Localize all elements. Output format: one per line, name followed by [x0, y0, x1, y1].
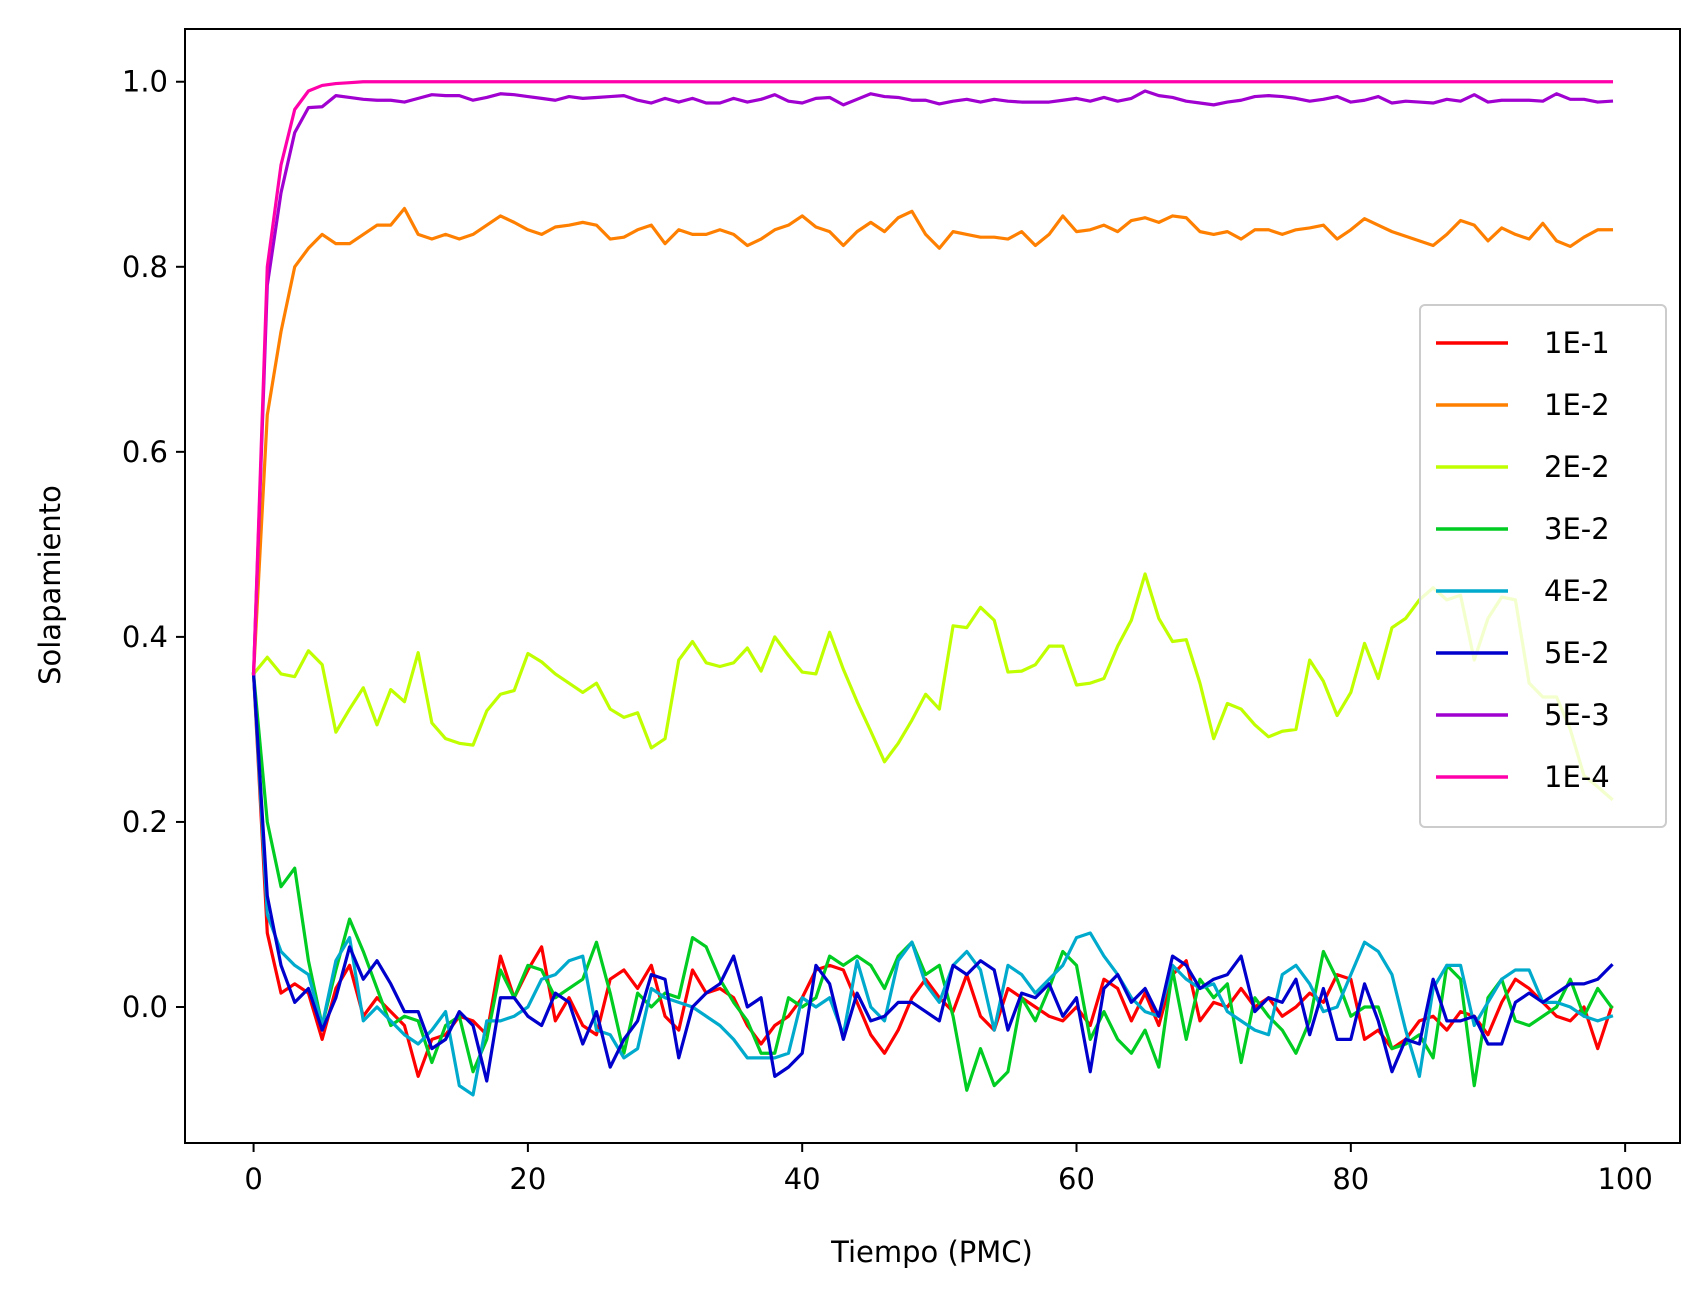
- y-tick-label: 0.4: [122, 620, 168, 654]
- x-tick-label: 40: [784, 1162, 821, 1196]
- x-tick-label: 100: [1597, 1162, 1652, 1196]
- legend-label: 3E-2: [1544, 512, 1610, 546]
- legend: 1E-1 1E-2 2E-2 3E-2 4E-2 5E-2 5E-3 1E-4: [1419, 304, 1667, 828]
- legend-label: 5E-3: [1544, 698, 1610, 732]
- y-tick-label: 1.0: [122, 65, 168, 99]
- plot-frame: [184, 28, 1681, 1144]
- legend-label: 1E-1: [1544, 326, 1610, 360]
- legend-label: 2E-2: [1544, 450, 1610, 484]
- series-line-1E-2: [251, 206, 1614, 676]
- y-tick-label: 0.6: [122, 435, 168, 469]
- y-tick-label: 0.8: [122, 250, 168, 284]
- series-line-1E-1: [251, 672, 1614, 1078]
- series-line-1E-4: [251, 80, 1614, 676]
- legend-label: 1E-2: [1544, 388, 1610, 422]
- legend-frame: [1419, 304, 1667, 828]
- series-line-5E-3: [251, 89, 1614, 676]
- legend-label: 1E-4: [1544, 760, 1610, 794]
- series-layer: [251, 80, 1614, 1097]
- x-tick-label: 0: [244, 1162, 262, 1196]
- y-axis: 0.0 0.2 0.4 0.6 0.8 1.0: [122, 65, 185, 1024]
- x-tick-label: 20: [509, 1162, 546, 1196]
- series-line-2E-2: [251, 572, 1614, 802]
- y-tick-label: 0.2: [122, 805, 168, 839]
- y-axis-label: Solapamiento: [33, 485, 67, 685]
- x-tick-label: 60: [1058, 1162, 1095, 1196]
- y-tick-label: 0.0: [122, 990, 168, 1024]
- x-tick-label: 80: [1332, 1162, 1369, 1196]
- legend-label: 5E-2: [1544, 636, 1610, 670]
- x-axis-label: Tiempo (PMC): [830, 1235, 1033, 1269]
- legend-label: 4E-2: [1544, 574, 1610, 608]
- series-line-5E-2: [251, 672, 1614, 1083]
- x-axis: 0 20 40 60 80 100: [244, 1143, 1653, 1196]
